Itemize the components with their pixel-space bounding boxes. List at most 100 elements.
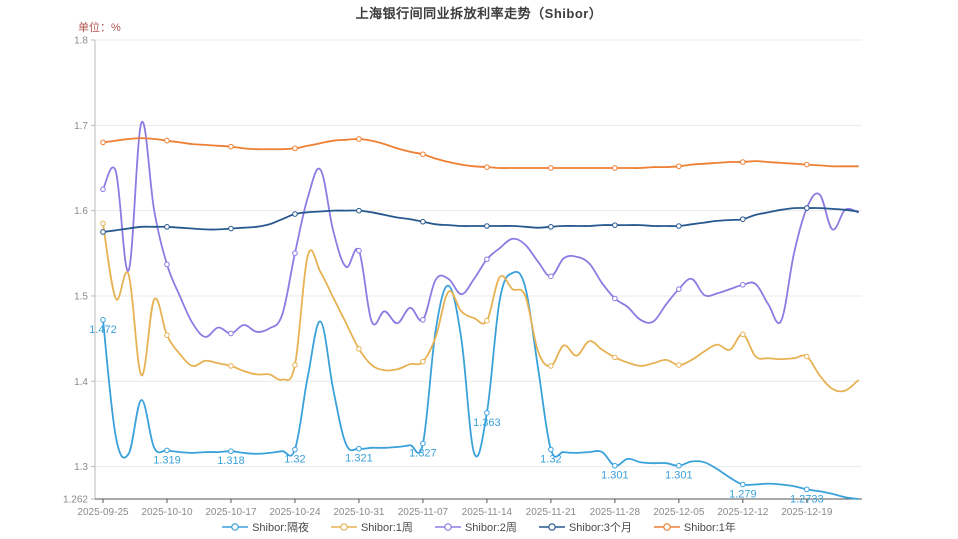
- data-label-overnight: 1.301: [601, 470, 629, 482]
- series-marker-2w: [484, 256, 490, 263]
- series-marker-3m: [740, 216, 746, 222]
- unit-label: 单位：%: [78, 22, 121, 34]
- series-marker-1y: [292, 145, 298, 152]
- series-marker-1y: [228, 143, 234, 150]
- series-marker-overnight: [228, 448, 234, 455]
- legend-item-1y[interactable]: Shibor:1年: [653, 519, 736, 535]
- series-marker-overnight: [356, 445, 362, 452]
- data-label-overnight: 1.321: [345, 453, 373, 465]
- series-marker-overnight: [676, 462, 682, 469]
- series-marker-2w: [228, 330, 234, 337]
- data-label-overnight: 1.363: [473, 417, 501, 429]
- series-marker-2w: [420, 317, 426, 323]
- series-marker-3m: [484, 223, 490, 229]
- data-label-overnight: 1.318: [217, 455, 245, 467]
- series-marker-3m: [292, 211, 298, 217]
- series-marker-overnight: [484, 410, 490, 416]
- legend-line-marker-icon: [222, 523, 249, 531]
- series-marker-1w: [484, 317, 490, 324]
- legend: Shibor:隔夜 Shibor:1周 Shibor:2周 Shibor:3个月 Shi…: [0, 519, 958, 535]
- series-marker-3m: [228, 225, 234, 232]
- x-tick-label: 2025-11-28: [590, 507, 641, 518]
- series-marker-2w: [740, 282, 746, 288]
- x-tick-label: 2025-11-14: [462, 507, 513, 518]
- series-marker-2w: [164, 261, 170, 268]
- series-marker-1w: [548, 363, 554, 369]
- x-tick-label: 2025-11-21: [526, 507, 577, 518]
- legend-label: Shibor:1年: [683, 522, 736, 534]
- series-marker-2w: [100, 186, 106, 193]
- series-marker-1w: [740, 331, 746, 338]
- data-label-overnight: 1.279: [729, 488, 757, 500]
- legend-label: Shibor:2周: [464, 522, 517, 534]
- x-tick-label: 2025-12-05: [653, 507, 705, 518]
- x-tick-label: 2025-11-07: [398, 507, 449, 518]
- y-tick-label: 1.7: [74, 121, 88, 132]
- legend-line-marker-icon: [330, 523, 357, 531]
- x-tick-label: 2025-10-17: [205, 507, 257, 518]
- x-tick-label: 2025-10-31: [333, 507, 385, 518]
- legend-item-2w[interactable]: Shibor:2周: [434, 519, 517, 535]
- x-tick-label: 2025-12-12: [717, 507, 769, 518]
- series-marker-3m: [164, 224, 170, 230]
- series-marker-2w: [548, 273, 554, 280]
- series-marker-1y: [484, 164, 490, 170]
- series-marker-1w: [164, 332, 170, 338]
- series-marker-3m: [612, 222, 618, 228]
- y-tick-label: 1.3: [74, 462, 88, 473]
- series-marker-overnight: [164, 447, 170, 454]
- series-marker-overnight: [740, 481, 746, 488]
- data-label-overnight: 1.472: [89, 324, 117, 336]
- y-tick-label: 1.8: [74, 36, 88, 47]
- data-label-overnight: 1.2733: [790, 493, 824, 505]
- series-marker-1y: [548, 165, 554, 171]
- series-marker-overnight: [548, 446, 554, 453]
- series-marker-3m: [420, 218, 426, 225]
- data-label-overnight: 1.327: [409, 448, 437, 460]
- y-tick-label: 1.4: [74, 377, 88, 388]
- x-tick-label: 2025-12-19: [781, 507, 833, 518]
- series-marker-1y: [420, 151, 426, 158]
- legend-label: Shibor:隔夜: [252, 522, 309, 534]
- series-marker-1w: [804, 353, 810, 360]
- series-marker-1y: [740, 159, 746, 165]
- series-marker-overnight: [612, 462, 618, 469]
- series-marker-3m: [676, 223, 682, 229]
- series-marker-1w: [292, 362, 298, 368]
- series-marker-1w: [612, 354, 618, 361]
- series-marker-overnight: [100, 317, 106, 323]
- series-marker-2w: [356, 247, 362, 254]
- series-marker-1w: [420, 358, 426, 365]
- series-marker-1w: [356, 346, 362, 352]
- series-marker-1y: [804, 161, 810, 168]
- series-line-1w: [102, 222, 859, 393]
- series-marker-1y: [164, 137, 170, 144]
- series-marker-1w: [676, 362, 682, 368]
- series-marker-1w: [228, 363, 234, 369]
- legend-item-overnight[interactable]: Shibor:隔夜: [222, 519, 309, 535]
- series-marker-3m: [804, 205, 810, 211]
- series-marker-1y: [100, 139, 106, 146]
- y-tick-label: 1.5: [74, 291, 88, 302]
- y-tick-label: 1.262: [63, 495, 88, 506]
- legend-item-3m[interactable]: Shibor:3个月: [538, 519, 632, 535]
- series-marker-3m: [100, 229, 106, 235]
- series-marker-3m: [548, 224, 554, 230]
- series-marker-2w: [676, 286, 682, 292]
- series-marker-overnight: [804, 486, 810, 493]
- series-line-2w: [102, 120, 859, 338]
- series-marker-1y: [612, 165, 618, 171]
- series-marker-1y: [356, 136, 362, 142]
- series-marker-overnight: [292, 446, 298, 453]
- y-tick-label: 1.6: [74, 206, 88, 217]
- series-marker-3m: [356, 207, 362, 214]
- legend-item-1w[interactable]: Shibor:1周: [330, 519, 413, 535]
- x-tick-label: 2025-10-10: [141, 507, 193, 518]
- legend-label: Shibor:3个月: [568, 522, 632, 534]
- data-label-overnight: 1.301: [665, 470, 693, 482]
- series-marker-2w: [292, 250, 298, 257]
- data-label-overnight: 1.32: [540, 454, 561, 466]
- data-label-overnight: 1.319: [153, 454, 181, 466]
- series-marker-1w: [100, 220, 106, 227]
